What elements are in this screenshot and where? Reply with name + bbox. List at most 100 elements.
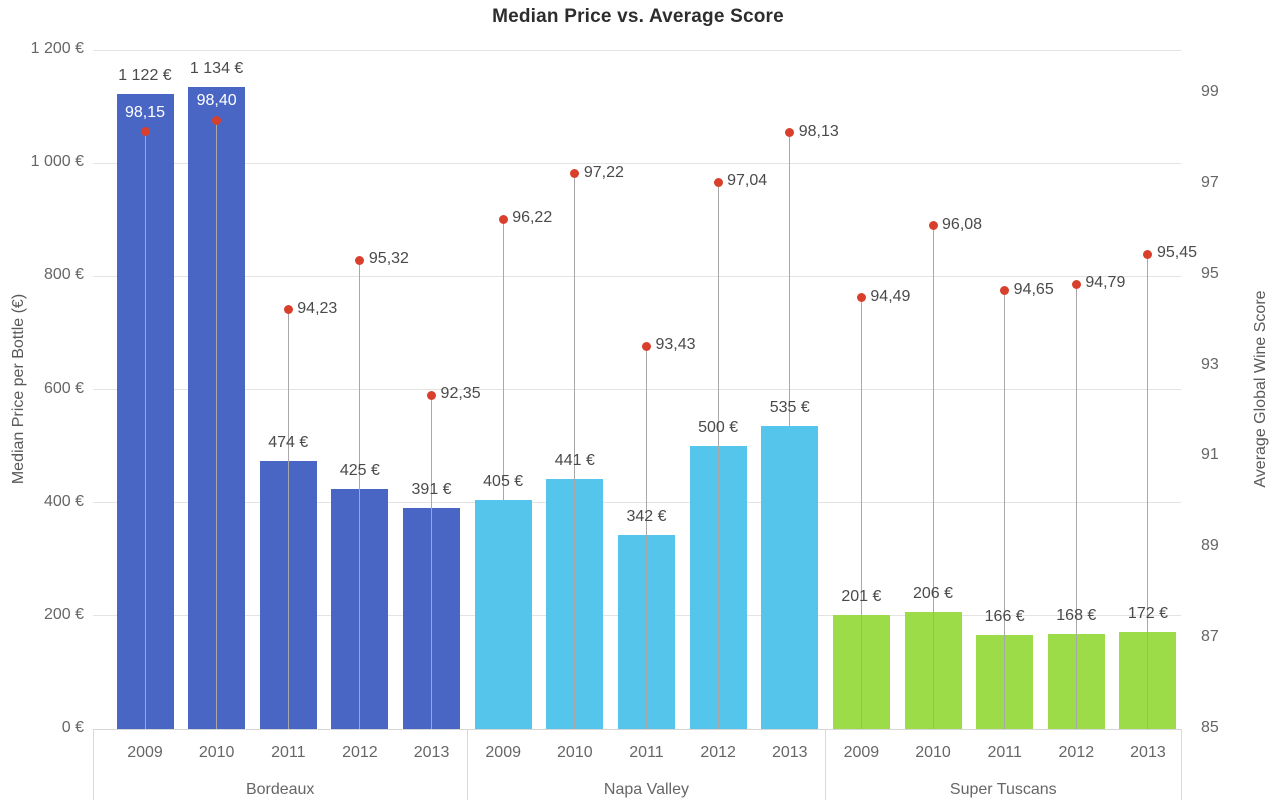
right-tick-label: 89	[1201, 537, 1219, 555]
score-label: 96,08	[942, 215, 983, 233]
x-year-label: 2012	[342, 744, 378, 761]
price-label: 168 €	[1056, 606, 1097, 624]
right-axis-title: Average Global Wine Score	[1252, 290, 1269, 488]
score-dot	[856, 293, 866, 303]
score-dot	[355, 255, 365, 265]
left-tick-label: 1 200 €	[30, 40, 84, 57]
x-year-label: 2010	[915, 744, 951, 761]
gridline	[93, 389, 1181, 390]
score-label: 94,23	[297, 299, 338, 317]
score-label: 98,13	[798, 122, 839, 140]
score-dot	[1000, 286, 1010, 296]
score-dot	[140, 127, 150, 137]
score-dot	[570, 169, 580, 179]
x-year-label: 2010	[198, 744, 235, 761]
gridline	[93, 162, 1181, 164]
price-label: 206 €	[913, 585, 954, 603]
score-label: 98,15	[124, 103, 166, 121]
price-label: 1 134 €	[189, 60, 244, 78]
price-label: 342 €	[626, 508, 667, 526]
score-label: 92,35	[440, 385, 481, 403]
left-tick-label: 400 €	[43, 492, 84, 510]
price-label: 441 €	[554, 452, 595, 470]
x-year-label: 2012	[1058, 744, 1095, 761]
score-drop-line	[574, 173, 576, 729]
right-tick-label: 95	[1201, 264, 1219, 282]
chart-title: Median Price vs. Average Score	[492, 6, 784, 27]
x-year-label: 2009	[127, 744, 163, 761]
x-year-label: 2010	[557, 744, 593, 761]
score-drop-line	[216, 120, 218, 729]
score-drop-line	[1004, 290, 1006, 729]
score-drop-line	[1075, 284, 1077, 729]
price-label: 474 €	[268, 433, 309, 451]
x-year-label: 2011	[629, 744, 664, 761]
plot-baseline	[93, 729, 1181, 730]
score-dot	[713, 177, 723, 187]
score-dot	[427, 390, 437, 400]
score-label: 95,45	[1156, 244, 1197, 262]
score-label: 94,79	[1085, 274, 1126, 292]
price-label: 500 €	[698, 419, 739, 437]
score-drop-line	[932, 225, 934, 729]
score-label: 94,49	[870, 287, 911, 305]
gridline	[93, 502, 1181, 504]
left-tick-label: 800 €	[43, 266, 84, 284]
x-year-label: 2009	[843, 744, 880, 761]
x-year-label: 2012	[700, 744, 736, 761]
score-drop-line	[287, 309, 289, 729]
score-dot	[1143, 249, 1153, 259]
x-group-label: Super Tuscans	[949, 781, 1057, 798]
left-tick-label: 600 €	[43, 379, 84, 397]
x-group-label: Napa Valley	[603, 781, 690, 798]
x-year-label: 2011	[271, 744, 306, 761]
score-drop-line	[717, 182, 719, 729]
score-label: 97,22	[583, 163, 624, 181]
price-label: 405 €	[483, 472, 524, 490]
score-dot	[283, 305, 293, 315]
score-drop-line	[789, 132, 791, 729]
right-tick-label: 91	[1201, 446, 1219, 464]
right-tick-label: 85	[1201, 719, 1219, 736]
score-dot	[928, 221, 938, 231]
left-tick-label: 200 €	[43, 605, 84, 623]
axis-border	[92, 729, 94, 800]
right-tick-label: 87	[1201, 628, 1219, 646]
score-dot	[641, 341, 651, 351]
x-year-label: 2011	[987, 744, 1022, 761]
score-label: 94,65	[1013, 280, 1054, 298]
score-drop-line	[645, 346, 647, 729]
price-label: 391 €	[411, 480, 452, 498]
score-dot	[1071, 279, 1081, 289]
x-group-label: Bordeaux	[245, 781, 315, 798]
x-year-label: 2013	[771, 744, 808, 761]
gridline	[93, 275, 1181, 277]
score-drop-line	[431, 395, 433, 729]
right-tick-label: 99	[1201, 83, 1219, 100]
score-drop-line	[502, 219, 504, 729]
left-tick-label: 0 €	[61, 719, 84, 736]
right-tick-label: 93	[1201, 355, 1219, 373]
left-tick-label: 1 000 €	[30, 153, 84, 171]
price-label: 535 €	[769, 399, 810, 417]
price-label: 172 €	[1127, 604, 1168, 622]
right-tick-label: 97	[1201, 173, 1219, 191]
price-label: 166 €	[984, 608, 1025, 626]
score-label: 97,04	[727, 172, 768, 190]
gridline	[93, 49, 1181, 51]
score-label: 93,43	[655, 336, 696, 354]
x-year-label: 2013	[413, 744, 450, 761]
score-dot	[498, 214, 508, 224]
x-year-label: 2009	[485, 744, 521, 761]
price-label: 425 €	[339, 461, 380, 479]
score-label: 98,40	[196, 92, 237, 110]
group-separator	[466, 729, 468, 800]
score-drop-line	[359, 260, 361, 729]
group-separator	[825, 729, 827, 800]
score-drop-line	[860, 297, 862, 729]
score-drop-line	[1147, 254, 1149, 729]
score-label: 95,32	[368, 250, 409, 268]
score-drop-line	[144, 131, 146, 729]
score-label: 96,22	[512, 209, 553, 227]
